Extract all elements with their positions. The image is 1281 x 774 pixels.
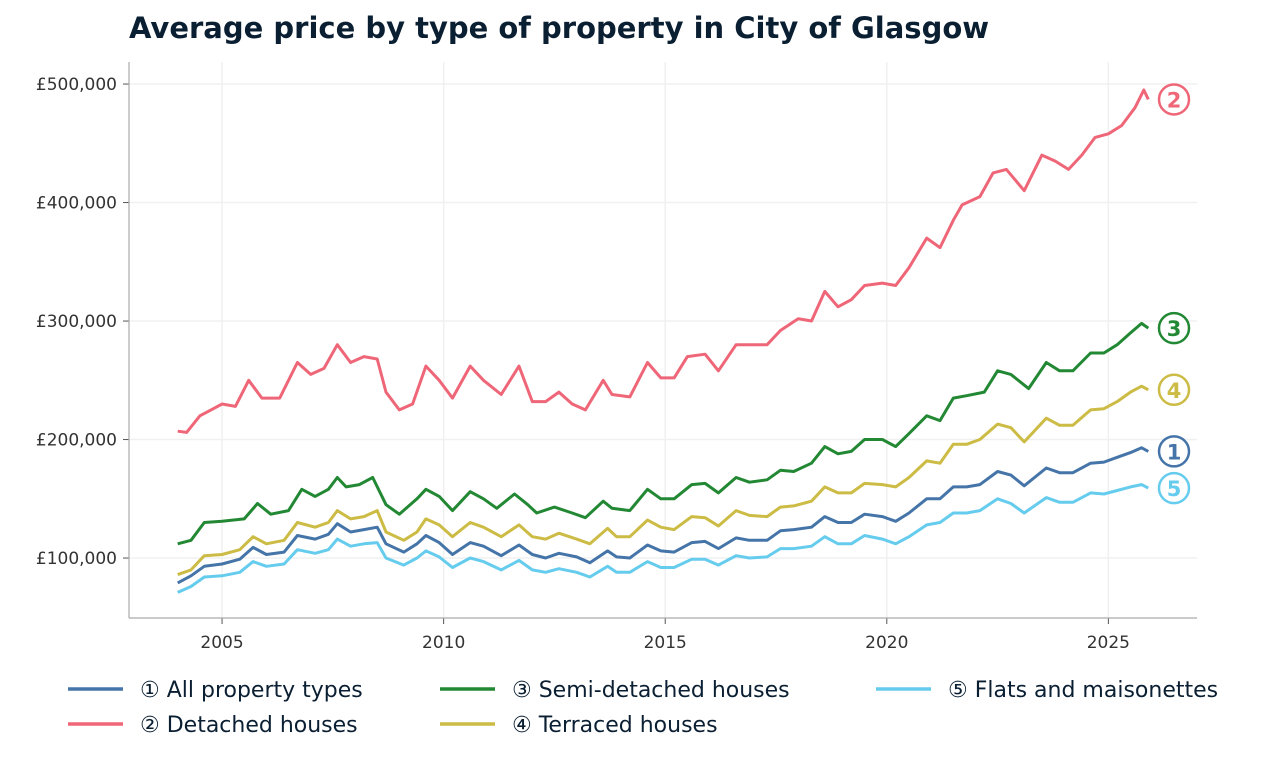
legend-label: ⑤ Flats and maisonettes bbox=[948, 678, 1218, 703]
x-tick-label: 2015 bbox=[644, 633, 687, 653]
end-label: 1 bbox=[1167, 440, 1182, 464]
end-label-circle bbox=[1157, 311, 1191, 345]
gridlines bbox=[129, 62, 1197, 618]
y-tick-label: £400,000 bbox=[36, 194, 117, 214]
series-line bbox=[177, 384, 1150, 577]
legend-label: ② Detached houses bbox=[140, 713, 358, 738]
axes: 2005 2010 2015 2020 2025 £100,000 £200,000 £300… bbox=[36, 62, 1197, 653]
end-label: 4 bbox=[1167, 379, 1182, 403]
y-tick-label: £200,000 bbox=[36, 431, 117, 451]
y-tick-label: £300,000 bbox=[36, 312, 117, 332]
end-label-circle bbox=[1157, 373, 1191, 407]
series-lines bbox=[176, 88, 1150, 594]
legend-label: ④ Terraced houses bbox=[512, 713, 718, 738]
series-line bbox=[177, 88, 1150, 434]
legend: ① All property types ② Detached houses ③ S… bbox=[68, 678, 1218, 738]
end-label-circle bbox=[1157, 83, 1191, 116]
series-line bbox=[176, 446, 1150, 585]
chart-title: Average price by type of property in Cit… bbox=[129, 11, 989, 45]
x-tick-label: 2010 bbox=[422, 633, 465, 653]
x-tick-label: 2005 bbox=[200, 633, 243, 653]
x-tick-label: 2020 bbox=[865, 633, 908, 653]
y-tick-label: £100,000 bbox=[36, 549, 117, 569]
legend-label: ③ Semi-detached houses bbox=[512, 678, 790, 703]
legend-label: ① All property types bbox=[140, 678, 363, 703]
series-line bbox=[177, 483, 1149, 594]
series-line bbox=[177, 321, 1150, 546]
x-tick-label: 2025 bbox=[1087, 633, 1130, 653]
y-tick-label: £500,000 bbox=[36, 75, 117, 95]
end-label: 3 bbox=[1167, 317, 1182, 341]
end-label: 5 bbox=[1167, 477, 1182, 501]
end-label-circle bbox=[1157, 471, 1191, 505]
end-label: 2 bbox=[1167, 88, 1182, 112]
end-label-circle bbox=[1157, 435, 1191, 468]
end-labels: 1 2 3 4 5 bbox=[1157, 83, 1191, 505]
